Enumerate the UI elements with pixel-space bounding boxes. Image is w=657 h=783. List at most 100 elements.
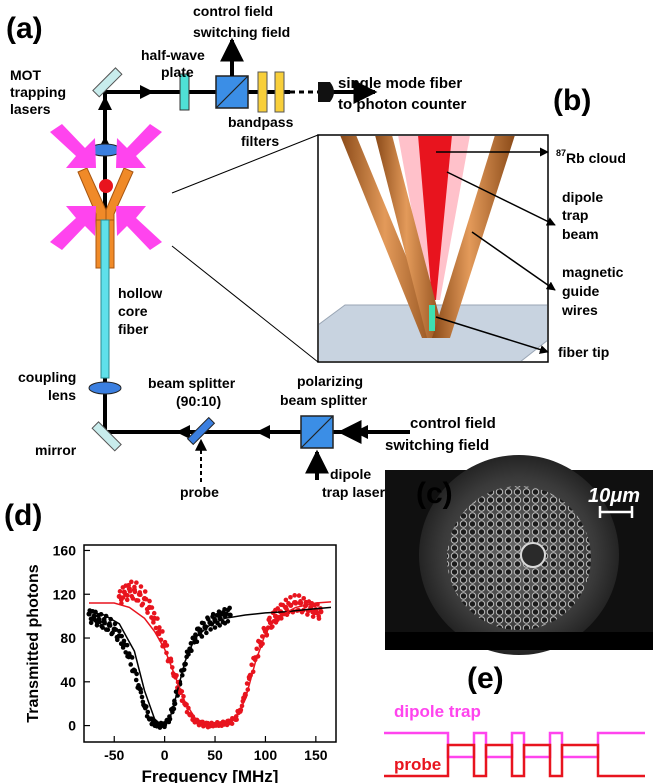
data-point-cloud bbox=[310, 614, 316, 619]
data-point-cloud bbox=[102, 620, 107, 626]
zoom-wire-mid bbox=[375, 136, 445, 338]
label-half-wave-plate: half-wave plate bbox=[141, 47, 205, 80]
data-point-cloud bbox=[120, 642, 126, 648]
zoom-fiber-tip bbox=[429, 305, 435, 331]
data-point-cloud bbox=[99, 623, 104, 629]
data-point-cloud bbox=[292, 593, 297, 598]
label-mot: MOT trapping lasers bbox=[10, 67, 66, 117]
panel-label-e: (e) bbox=[467, 662, 504, 695]
data-point-cloud bbox=[267, 615, 272, 621]
mot-beam-lower-right-icon bbox=[116, 206, 162, 250]
half-wave-plate-icon bbox=[179, 73, 190, 111]
fiber-coupler-icon bbox=[318, 82, 334, 102]
label-rb-cloud: 87Rb cloud bbox=[556, 148, 626, 166]
pbs-top-diagonal bbox=[215, 75, 249, 109]
data-point-cloud bbox=[134, 671, 139, 677]
panel-e-timing: (e) dipole trap probe bbox=[384, 662, 645, 778]
x-tick-label: 150 bbox=[304, 747, 328, 763]
data-point-cloud bbox=[199, 634, 205, 639]
data-point-cloud bbox=[157, 625, 162, 630]
label-dipole-trap-timing: dipole trap bbox=[394, 702, 481, 721]
data-point-cloud bbox=[212, 625, 218, 630]
data-point-cloud bbox=[147, 716, 153, 721]
data-point-cloud bbox=[134, 580, 139, 585]
y-tick-label: 40 bbox=[60, 674, 76, 690]
data-point-cloud bbox=[155, 616, 160, 621]
label-control-field-top: control field switching field bbox=[193, 3, 290, 40]
data-point-cloud bbox=[288, 595, 293, 600]
data-point-cloud bbox=[205, 615, 210, 620]
data-point-cloud bbox=[127, 588, 133, 594]
x-tick-label: 50 bbox=[207, 747, 223, 763]
data-point-cloud bbox=[288, 603, 294, 608]
data-point-cloud bbox=[283, 597, 289, 603]
data-point-cloud bbox=[109, 631, 114, 637]
probe-square-waveform bbox=[384, 743, 645, 778]
data-point-cloud bbox=[299, 609, 305, 615]
beam-splitter-90-10-icon bbox=[186, 416, 216, 446]
data-point-cloud bbox=[142, 705, 148, 711]
transmission-chart: -50 0 50 100 150 0 40 80 120 160 Frequency [MHz] Tr… bbox=[25, 542, 337, 783]
x-tick-label: -50 bbox=[104, 747, 124, 763]
panel-label-d: (d) bbox=[4, 499, 42, 532]
zoom-line-top bbox=[171, 134, 319, 194]
data-point-cloud bbox=[138, 584, 144, 589]
data-point-cloud bbox=[128, 662, 134, 667]
data-point-cloud bbox=[305, 612, 310, 617]
data-point-cloud bbox=[132, 668, 138, 673]
sem-info-bar bbox=[385, 632, 653, 650]
data-point-cloud bbox=[301, 596, 307, 601]
bandpass-filter-2-icon bbox=[274, 71, 285, 113]
data-point-cloud bbox=[124, 597, 130, 603]
x-tick-label: 100 bbox=[254, 747, 278, 763]
dipole-trap-waveform bbox=[384, 731, 645, 759]
data-point-cloud bbox=[132, 584, 137, 590]
y-tick-label: 80 bbox=[60, 630, 76, 646]
data-point-cloud bbox=[145, 709, 151, 715]
label-hollow-core-fiber: hollow core fiber bbox=[118, 285, 162, 337]
data-point-cloud bbox=[149, 605, 155, 610]
data-point-cloud bbox=[133, 677, 139, 683]
label-fiber-tip: fiber tip bbox=[558, 344, 609, 360]
label-magnetic-guide-wires: magnetic guide wires bbox=[561, 264, 624, 318]
sem-hollow-core bbox=[520, 542, 546, 568]
mirror-bottom-icon bbox=[91, 421, 122, 452]
data-point-cloud bbox=[121, 638, 127, 644]
data-point-cloud bbox=[129, 593, 135, 599]
data-point-cloud bbox=[126, 582, 131, 588]
arrow-up-icon-2 bbox=[98, 96, 112, 110]
data-point-cloud bbox=[147, 598, 152, 604]
label-polarizing-beam-splitter: polarizing beam splitter bbox=[280, 373, 368, 408]
data-point-cloud bbox=[296, 593, 302, 598]
data-point-cloud bbox=[198, 627, 203, 633]
data-point-cloud bbox=[244, 681, 250, 686]
data-point-cloud bbox=[138, 689, 144, 695]
bandpass-filter-1-icon bbox=[257, 71, 268, 113]
label-mirror: mirror bbox=[35, 442, 77, 458]
label-dipole-trap-beam: dipole trap beam bbox=[562, 189, 603, 242]
data-point-cloud bbox=[160, 629, 165, 634]
data-point-cloud bbox=[184, 709, 190, 715]
data-point-cloud bbox=[129, 579, 134, 585]
data-point-cloud bbox=[316, 613, 322, 619]
mot-beam-upper-left-icon bbox=[50, 124, 96, 168]
data-point-cloud bbox=[117, 589, 123, 594]
data-point-cloud bbox=[256, 638, 261, 644]
data-point-cloud bbox=[139, 602, 145, 608]
data-point-cloud bbox=[217, 623, 223, 628]
y-tick-label: 0 bbox=[68, 718, 76, 734]
data-point-cloud bbox=[125, 593, 130, 598]
data-point-cloud bbox=[151, 610, 157, 616]
panel-d-chart: (d) -50 0 50 100 150 0 40 80 120 160 Frequency [MH… bbox=[4, 499, 337, 783]
data-point-cloud bbox=[126, 651, 132, 656]
label-control-field-bottom: control field switching field bbox=[385, 415, 496, 454]
mot-beam-lower-left-icon bbox=[50, 206, 96, 250]
label-probe-timing: probe bbox=[394, 755, 441, 774]
data-point-cloud bbox=[119, 633, 124, 639]
data-point-cloud bbox=[104, 627, 109, 632]
data-point-cloud bbox=[224, 611, 229, 616]
magnetic-wire-arrow bbox=[471, 231, 556, 291]
data-point-cloud bbox=[134, 598, 139, 603]
fit-curve-3 bbox=[89, 601, 332, 726]
